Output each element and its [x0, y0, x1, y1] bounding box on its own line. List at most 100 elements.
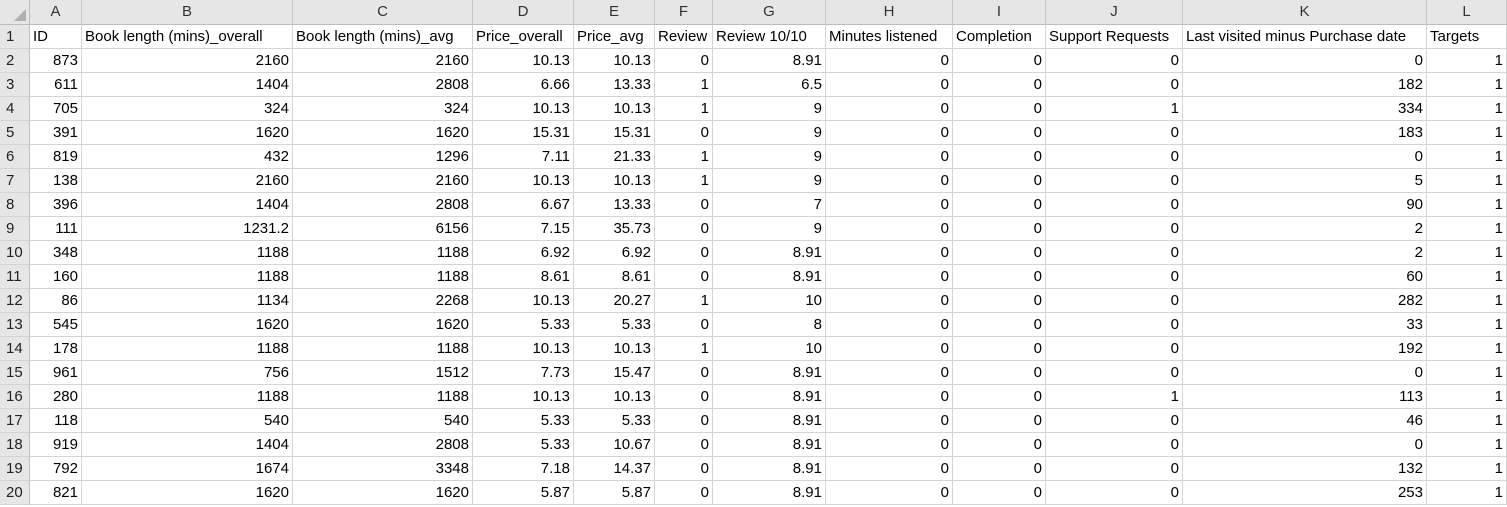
select-all-corner[interactable]	[0, 0, 30, 25]
cell-k9[interactable]: 2	[1183, 217, 1427, 241]
cell-b19[interactable]: 1674	[82, 457, 293, 481]
cell-c12[interactable]: 2268	[293, 289, 473, 313]
cell-i3[interactable]: 0	[953, 73, 1046, 97]
cell-l13[interactable]: 1	[1427, 313, 1507, 337]
cell-c3[interactable]: 2808	[293, 73, 473, 97]
cell-c4[interactable]: 324	[293, 97, 473, 121]
row-header-6[interactable]: 6	[0, 145, 30, 169]
cell-c20[interactable]: 1620	[293, 481, 473, 505]
cell-i18[interactable]: 0	[953, 433, 1046, 457]
cell-e5[interactable]: 15.31	[574, 121, 655, 145]
cell-j11[interactable]: 0	[1046, 265, 1183, 289]
cell-g10[interactable]: 8.91	[713, 241, 826, 265]
cell-k13[interactable]: 33	[1183, 313, 1427, 337]
cell-a13[interactable]: 545	[30, 313, 82, 337]
cell-a2[interactable]: 873	[30, 49, 82, 73]
cell-j9[interactable]: 0	[1046, 217, 1183, 241]
cell-l14[interactable]: 1	[1427, 337, 1507, 361]
cell-j6[interactable]: 0	[1046, 145, 1183, 169]
cell-g9[interactable]: 9	[713, 217, 826, 241]
cell-f5[interactable]: 0	[655, 121, 713, 145]
cell-i19[interactable]: 0	[953, 457, 1046, 481]
cell-f18[interactable]: 0	[655, 433, 713, 457]
column-header-d[interactable]: D	[473, 0, 574, 25]
cell-g13[interactable]: 8	[713, 313, 826, 337]
cell-l4[interactable]: 1	[1427, 97, 1507, 121]
cell-a16[interactable]: 280	[30, 385, 82, 409]
cell-k7[interactable]: 5	[1183, 169, 1427, 193]
row-header-2[interactable]: 2	[0, 49, 30, 73]
cell-f13[interactable]: 0	[655, 313, 713, 337]
row-header-5[interactable]: 5	[0, 121, 30, 145]
cell-a15[interactable]: 961	[30, 361, 82, 385]
cell-b11[interactable]: 1188	[82, 265, 293, 289]
cell-b20[interactable]: 1620	[82, 481, 293, 505]
row-header-14[interactable]: 14	[0, 337, 30, 361]
cell-i11[interactable]: 0	[953, 265, 1046, 289]
cell-i20[interactable]: 0	[953, 481, 1046, 505]
cell-l11[interactable]: 1	[1427, 265, 1507, 289]
cell-f3[interactable]: 1	[655, 73, 713, 97]
cell-f14[interactable]: 1	[655, 337, 713, 361]
cell-g5[interactable]: 9	[713, 121, 826, 145]
cell-d15[interactable]: 7.73	[473, 361, 574, 385]
row-header-8[interactable]: 8	[0, 193, 30, 217]
cell-k15[interactable]: 0	[1183, 361, 1427, 385]
cell-b3[interactable]: 1404	[82, 73, 293, 97]
cell-b7[interactable]: 2160	[82, 169, 293, 193]
cell-h18[interactable]: 0	[826, 433, 953, 457]
cell-e10[interactable]: 6.92	[574, 241, 655, 265]
cell-a6[interactable]: 819	[30, 145, 82, 169]
cell-a11[interactable]: 160	[30, 265, 82, 289]
cell-f16[interactable]: 0	[655, 385, 713, 409]
cell-g7[interactable]: 9	[713, 169, 826, 193]
cell-h3[interactable]: 0	[826, 73, 953, 97]
cell-l18[interactable]: 1	[1427, 433, 1507, 457]
cell-e3[interactable]: 13.33	[574, 73, 655, 97]
cell-f8[interactable]: 0	[655, 193, 713, 217]
cell-c5[interactable]: 1620	[293, 121, 473, 145]
cell-l19[interactable]: 1	[1427, 457, 1507, 481]
cell-e8[interactable]: 13.33	[574, 193, 655, 217]
cell-l15[interactable]: 1	[1427, 361, 1507, 385]
cell-k18[interactable]: 0	[1183, 433, 1427, 457]
cell-d7[interactable]: 10.13	[473, 169, 574, 193]
row-header-13[interactable]: 13	[0, 313, 30, 337]
cell-k19[interactable]: 132	[1183, 457, 1427, 481]
cell-f6[interactable]: 1	[655, 145, 713, 169]
cell-c11[interactable]: 1188	[293, 265, 473, 289]
cell-a8[interactable]: 396	[30, 193, 82, 217]
cell-e12[interactable]: 20.27	[574, 289, 655, 313]
header-cell-d[interactable]: Price_overall	[473, 25, 574, 49]
cell-i13[interactable]: 0	[953, 313, 1046, 337]
cell-j10[interactable]: 0	[1046, 241, 1183, 265]
row-header-12[interactable]: 12	[0, 289, 30, 313]
cell-c14[interactable]: 1188	[293, 337, 473, 361]
cell-c17[interactable]: 540	[293, 409, 473, 433]
column-header-k[interactable]: K	[1183, 0, 1427, 25]
cell-g19[interactable]: 8.91	[713, 457, 826, 481]
cell-h9[interactable]: 0	[826, 217, 953, 241]
cell-i9[interactable]: 0	[953, 217, 1046, 241]
cell-c10[interactable]: 1188	[293, 241, 473, 265]
row-header-11[interactable]: 11	[0, 265, 30, 289]
cell-b8[interactable]: 1404	[82, 193, 293, 217]
cell-g15[interactable]: 8.91	[713, 361, 826, 385]
cell-h13[interactable]: 0	[826, 313, 953, 337]
cell-l20[interactable]: 1	[1427, 481, 1507, 505]
cell-k10[interactable]: 2	[1183, 241, 1427, 265]
cell-d17[interactable]: 5.33	[473, 409, 574, 433]
cell-c18[interactable]: 2808	[293, 433, 473, 457]
cell-e4[interactable]: 10.13	[574, 97, 655, 121]
cell-g20[interactable]: 8.91	[713, 481, 826, 505]
cell-k6[interactable]: 0	[1183, 145, 1427, 169]
cell-l5[interactable]: 1	[1427, 121, 1507, 145]
cell-a10[interactable]: 348	[30, 241, 82, 265]
cell-i12[interactable]: 0	[953, 289, 1046, 313]
cell-e14[interactable]: 10.13	[574, 337, 655, 361]
cell-d12[interactable]: 10.13	[473, 289, 574, 313]
cell-e19[interactable]: 14.37	[574, 457, 655, 481]
cell-g11[interactable]: 8.91	[713, 265, 826, 289]
row-header-17[interactable]: 17	[0, 409, 30, 433]
cell-g16[interactable]: 8.91	[713, 385, 826, 409]
